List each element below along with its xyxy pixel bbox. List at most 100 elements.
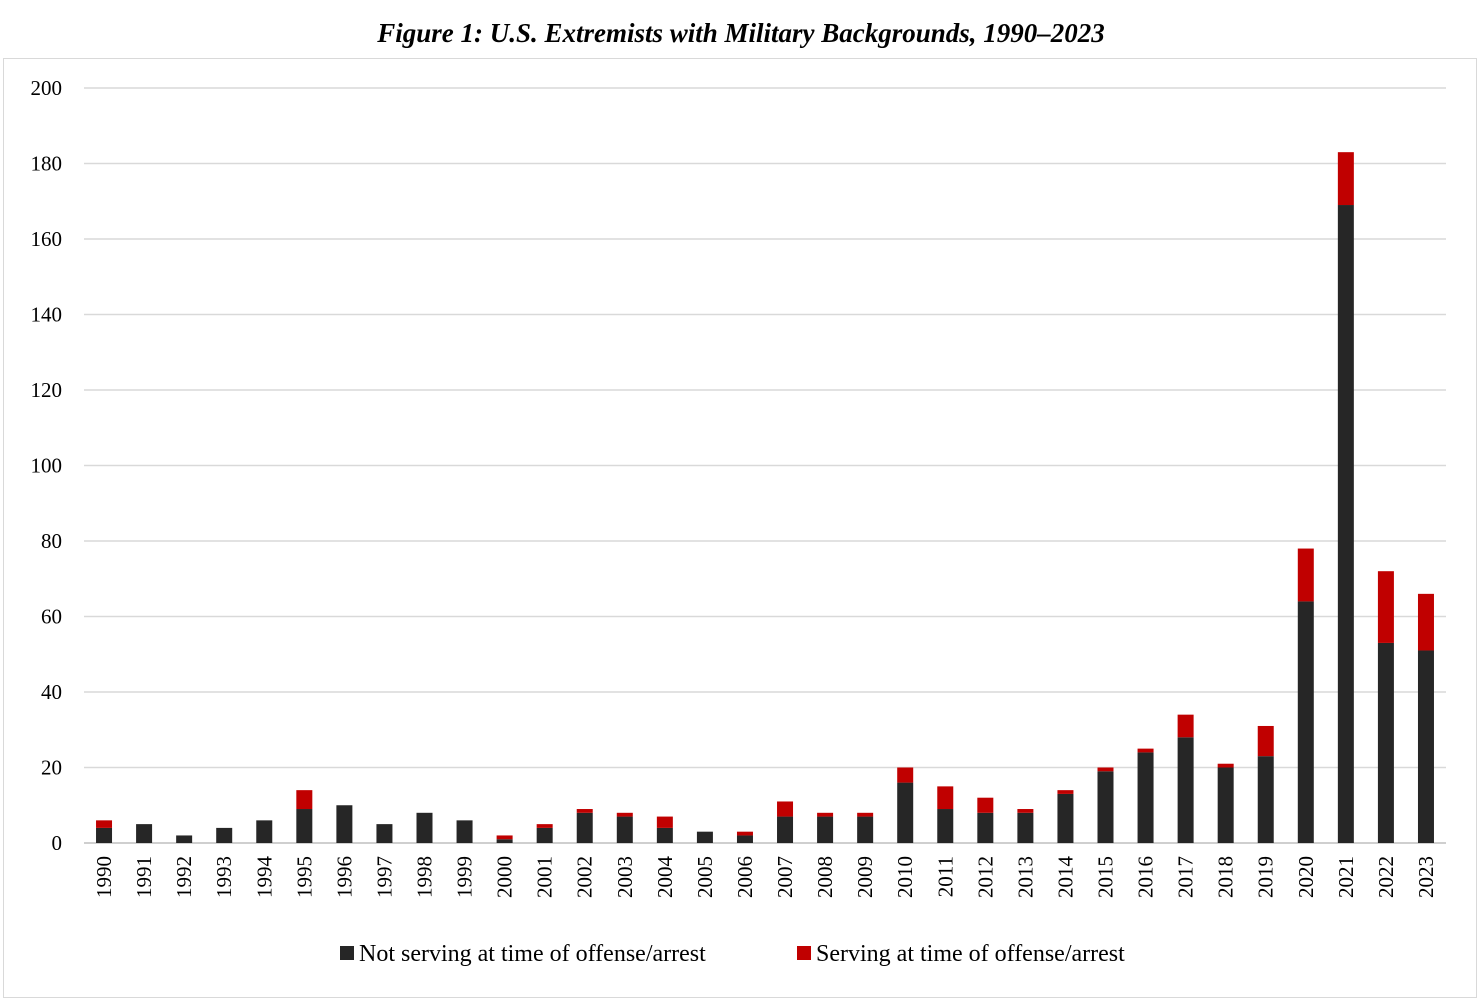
- chart-title: Figure 1: U.S. Extremists with Military …: [377, 18, 1105, 48]
- x-tick-label: 2000: [493, 856, 517, 898]
- bar-2000-not-serving: [496, 839, 513, 843]
- bar-2018-serving: [1217, 763, 1234, 768]
- bar-2003-serving: [616, 812, 633, 817]
- x-tick-label: 2006: [733, 856, 757, 898]
- bar-2011-not-serving: [937, 809, 954, 843]
- bar-2019-serving: [1257, 725, 1274, 757]
- x-tick-label: 1997: [372, 856, 396, 898]
- y-tick-label: 160: [31, 227, 63, 251]
- x-tick-label: 1993: [212, 856, 236, 898]
- x-tick-label: 2007: [773, 856, 797, 898]
- y-tick-label: 120: [31, 378, 63, 402]
- bar-2023-serving: [1417, 593, 1434, 651]
- bar-1990-serving: [96, 820, 113, 828]
- bar-2017-not-serving: [1177, 737, 1194, 843]
- bar-2011-serving: [937, 786, 954, 810]
- bar-2001-not-serving: [536, 827, 553, 843]
- x-tick-label: 2012: [973, 856, 997, 898]
- bar-2004-serving: [656, 816, 673, 828]
- bar-2021-not-serving: [1337, 205, 1354, 843]
- x-tick-label: 2016: [1134, 856, 1158, 898]
- bar-2015-not-serving: [1097, 771, 1114, 843]
- bar-2019-not-serving: [1257, 756, 1274, 843]
- y-tick-label: 180: [31, 152, 63, 176]
- bar-2014-not-serving: [1057, 793, 1074, 843]
- x-tick-label: 2001: [533, 856, 557, 898]
- bar-2000-serving: [496, 835, 513, 840]
- bar-1996-not-serving: [336, 805, 353, 843]
- y-tick-label: 60: [41, 605, 62, 629]
- bar-2002-not-serving: [576, 812, 593, 843]
- x-axis-ticks: 1990 1991 1992 1993 1994 1995 1996 1997 1998 1999…: [92, 856, 1438, 899]
- bar-1998-not-serving: [416, 812, 433, 843]
- legend-label-not-serving: Not serving at time of offense/arrest: [359, 941, 706, 967]
- x-tick-label: 2021: [1334, 856, 1358, 898]
- x-tick-label: 1996: [332, 856, 356, 898]
- x-tick-label: 2003: [613, 856, 637, 898]
- bar-2009-not-serving: [857, 816, 874, 843]
- x-tick-label: 2004: [653, 856, 677, 899]
- x-tick-label: 2018: [1214, 856, 1238, 898]
- bar-2002-serving: [576, 809, 593, 813]
- bar-2023-not-serving: [1417, 650, 1434, 843]
- x-tick-label: 1994: [252, 856, 276, 899]
- bar-2010-serving: [897, 767, 914, 783]
- x-tick-label: 2005: [693, 856, 717, 898]
- x-tick-label: 2023: [1414, 856, 1438, 898]
- x-tick-label: 2013: [1013, 856, 1037, 898]
- y-tick-label: 100: [31, 454, 63, 478]
- x-tick-label: 1998: [413, 856, 437, 898]
- bar-2013-not-serving: [1017, 812, 1034, 843]
- x-tick-label: 2011: [933, 856, 957, 897]
- bar-1993-not-serving: [216, 827, 233, 843]
- bar-2007-not-serving: [777, 816, 794, 843]
- y-tick-label: 0: [52, 831, 63, 855]
- bar-1991-not-serving: [136, 824, 153, 843]
- bar-2020-serving: [1297, 548, 1314, 602]
- legend-label-serving: Serving at time of offense/arrest: [816, 941, 1125, 967]
- y-tick-label: 80: [41, 529, 62, 553]
- legend: Not serving at time of offense/arrest Se…: [340, 941, 1125, 967]
- bar-2005-not-serving: [696, 831, 713, 843]
- bar-2006-serving: [736, 831, 753, 836]
- bar-2012-not-serving: [977, 812, 994, 843]
- y-tick-label: 20: [41, 756, 62, 780]
- bar-2007-serving: [777, 801, 794, 817]
- bar-2018-not-serving: [1217, 767, 1234, 843]
- bar-1995-serving: [296, 790, 313, 810]
- bar-1997-not-serving: [376, 824, 393, 843]
- x-tick-label: 1992: [172, 856, 196, 898]
- bar-2021-serving: [1337, 152, 1354, 206]
- bar-2008-serving: [817, 812, 834, 817]
- bar-1994-not-serving: [256, 820, 273, 843]
- bar-2020-not-serving: [1297, 601, 1314, 843]
- x-tick-label: 1995: [292, 856, 316, 898]
- x-tick-label: 2015: [1094, 856, 1118, 898]
- bar-2012-serving: [977, 797, 994, 813]
- x-tick-label: 1991: [132, 856, 156, 898]
- x-tick-label: 1999: [453, 856, 477, 898]
- legend-swatch-serving: [797, 946, 811, 960]
- bar-2008-not-serving: [817, 816, 834, 843]
- x-tick-label: 2009: [853, 856, 877, 898]
- bar-2016-not-serving: [1137, 752, 1154, 843]
- x-tick-label: 2014: [1053, 856, 1077, 899]
- x-tick-label: 2017: [1174, 856, 1198, 898]
- y-axis-ticks: 0 20 40 60 80 100 120 140 160 180 200: [31, 76, 63, 855]
- y-tick-label: 40: [41, 680, 62, 704]
- bar-1999-not-serving: [456, 820, 473, 843]
- bar-2015-serving: [1097, 767, 1114, 772]
- x-tick-label: 2022: [1374, 856, 1398, 898]
- bar-2014-serving: [1057, 790, 1074, 794]
- x-tick-label: 1990: [92, 856, 116, 898]
- bar-2001-serving: [536, 824, 553, 828]
- bar-2006-not-serving: [736, 835, 753, 843]
- y-tick-label: 200: [31, 76, 63, 100]
- bar-1992-not-serving: [176, 835, 193, 843]
- bar-1990-not-serving: [96, 827, 113, 843]
- x-tick-label: 2008: [813, 856, 837, 898]
- gridlines: [84, 87, 1446, 844]
- legend-swatch-not-serving: [340, 946, 354, 960]
- x-tick-label: 2002: [573, 856, 597, 898]
